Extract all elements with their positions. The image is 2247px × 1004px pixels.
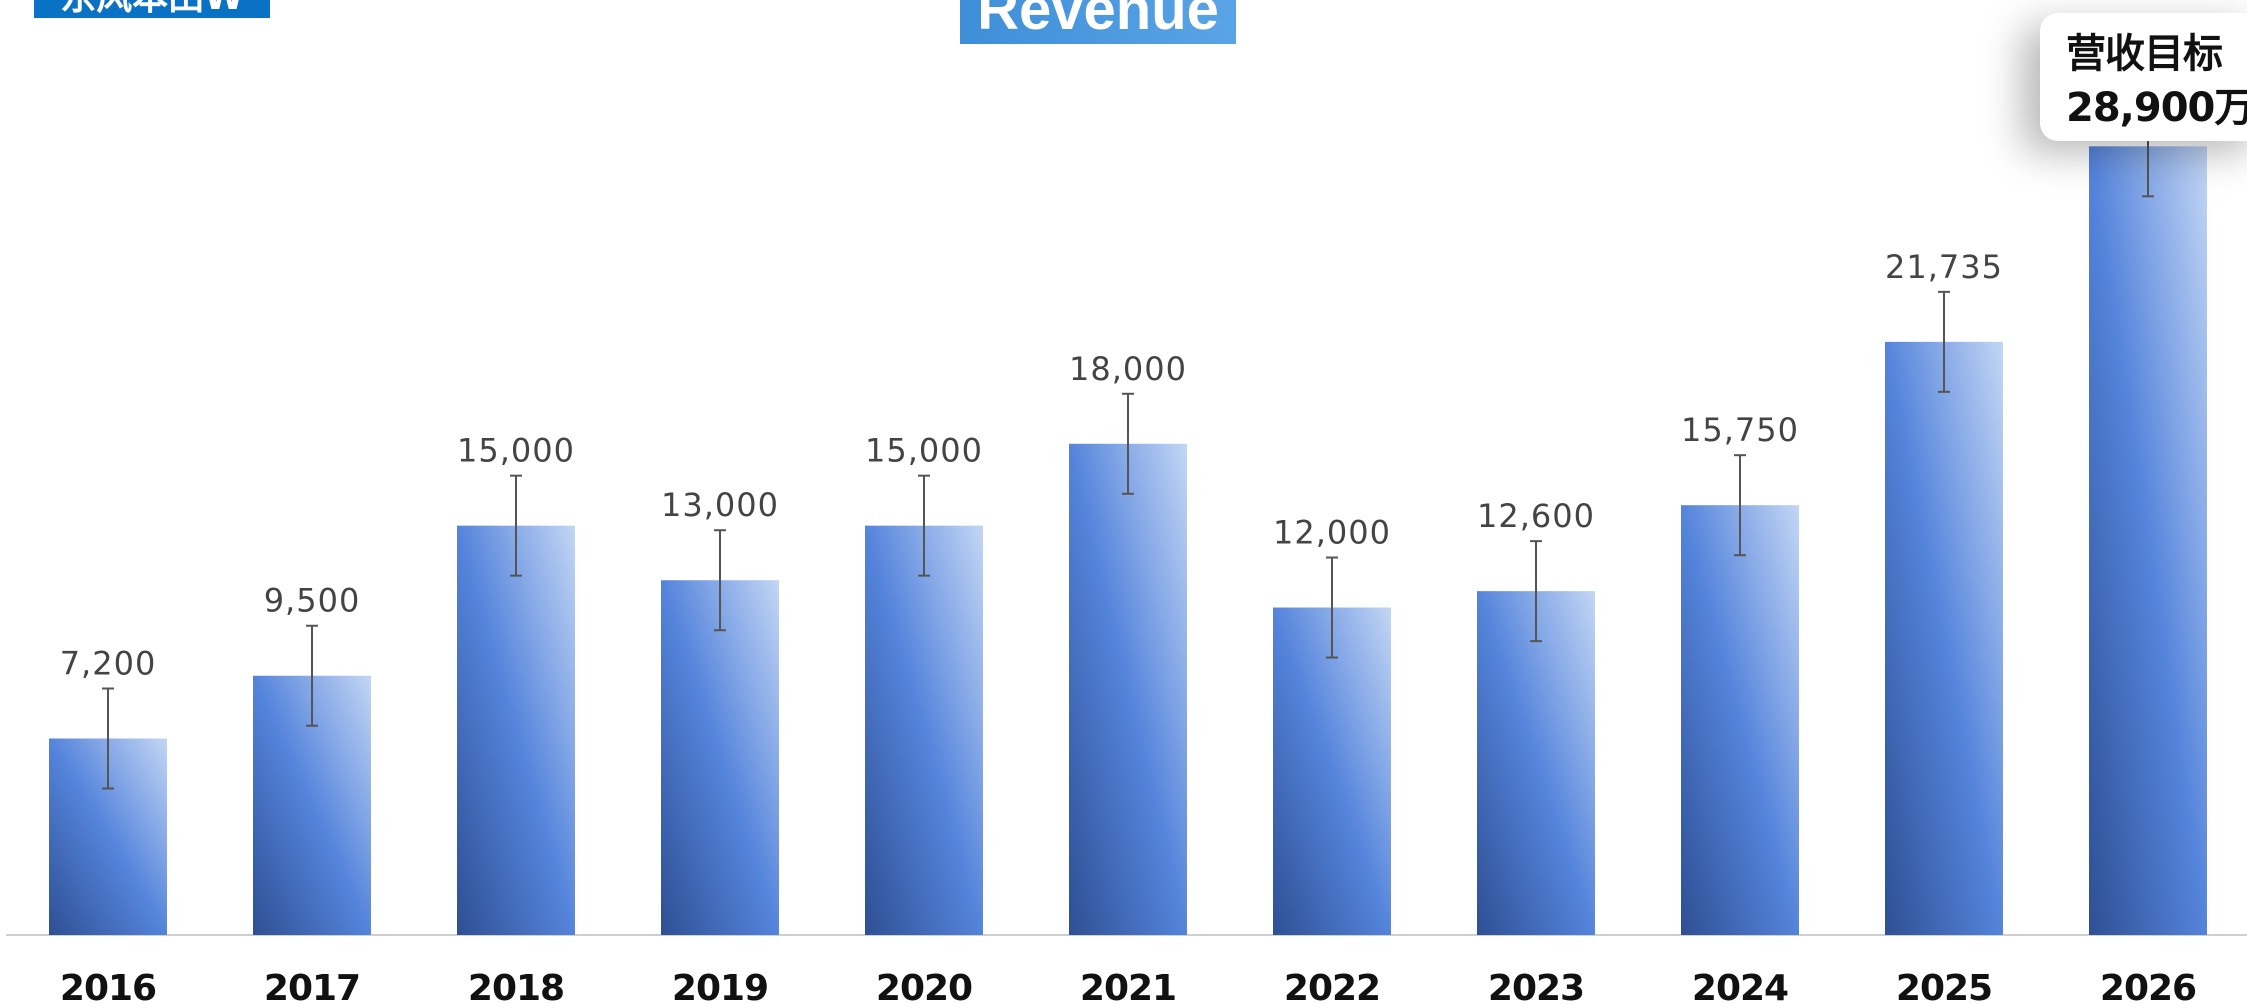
x-tick-label-2021: 2021	[1080, 968, 1176, 1004]
x-tick-label-2022: 2022	[1284, 968, 1380, 1004]
bar-2026	[2089, 146, 2207, 936]
x-tick-label-2025: 2025	[1896, 968, 1992, 1004]
x-tick-label-2026: 2026	[2100, 968, 2196, 1004]
data-label-2016: 7,200	[60, 645, 157, 683]
data-label-2022: 12,000	[1273, 514, 1391, 552]
x-tick-label-2016: 2016	[60, 968, 156, 1004]
bar-2021	[1069, 443, 1187, 935]
data-label-2023: 12,600	[1477, 497, 1595, 535]
bar-2020	[865, 525, 983, 935]
bar-2025	[1885, 341, 2003, 936]
brand-logo-badge: 东风本田W	[34, 0, 270, 18]
bar-2019	[661, 580, 779, 935]
x-tick-label-2017: 2017	[264, 968, 360, 1004]
bar-2018	[457, 525, 575, 935]
x-tick-label-2024: 2024	[1692, 968, 1788, 1004]
data-label-2024: 15,750	[1681, 411, 1799, 449]
data-label-2019: 13,000	[661, 486, 779, 524]
bar-2022	[1273, 607, 1391, 935]
data-label-2025: 21,735	[1885, 248, 2003, 286]
x-tick-label-2019: 2019	[672, 968, 768, 1004]
data-label-2020: 15,000	[865, 432, 983, 470]
callout-title: 营收目标	[2066, 31, 2223, 77]
x-tick-label-2023: 2023	[1488, 968, 1584, 1004]
bar-2024	[1681, 505, 1799, 935]
data-label-2021: 18,000	[1069, 350, 1187, 388]
callout-value: 28,900万	[2066, 85, 2247, 131]
x-tick-label-2020: 2020	[876, 968, 972, 1004]
chart-title-banner: Revenue	[960, 0, 1236, 44]
bar-2023	[1477, 591, 1595, 935]
x-tick-label-2018: 2018	[468, 968, 564, 1004]
data-label-2018: 15,000	[457, 432, 575, 470]
revenue-target-callout: 营收目标 28,900万	[2040, 13, 2247, 141]
data-label-2017: 9,500	[264, 582, 361, 620]
